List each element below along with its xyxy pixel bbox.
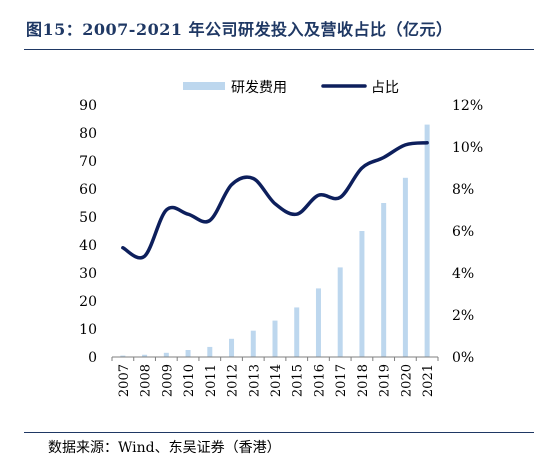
bar-2013 (250, 330, 256, 357)
y-left-tick-label: 90 (79, 98, 97, 114)
x-tick-label: 2013 (247, 364, 262, 397)
bar-2019 (381, 203, 387, 357)
x-tick-label: 2012 (226, 364, 241, 397)
x-tick-label: 2016 (312, 364, 327, 397)
y-left-tick-label: 30 (79, 266, 97, 282)
bar-2021 (424, 124, 430, 357)
y-right-tick-label: 4% (452, 266, 474, 282)
x-tick-label: 2011 (204, 364, 219, 397)
chart-title: 图15：2007-2021 年公司研发投入及营收占比（亿元） (26, 20, 453, 39)
bar-2007 (120, 355, 126, 357)
title-divider (24, 49, 534, 50)
legend-bar-label: 研发费用 (231, 80, 287, 96)
bar-2020 (402, 177, 408, 357)
bar-2011 (207, 346, 213, 357)
x-tick-label: 2010 (182, 364, 197, 397)
y-right-tick-label: 12% (452, 98, 483, 114)
y-left-tick-label: 10 (79, 322, 97, 338)
bar-2009 (163, 352, 169, 357)
y-right-tick-label: 2% (452, 308, 474, 324)
x-tick-label: 2020 (399, 364, 414, 397)
y-left-tick-label: 80 (79, 126, 97, 142)
y-right-tick-label: 6% (452, 224, 474, 240)
y-right-tick-label: 8% (452, 182, 474, 198)
x-tick-label: 2018 (356, 364, 371, 397)
bar-2014 (272, 320, 278, 357)
bar-2016 (315, 288, 321, 357)
x-tick-label: 2008 (139, 364, 154, 397)
y-left-tick-label: 0 (88, 350, 97, 366)
y-left-tick-label: 40 (79, 238, 97, 254)
y-left-tick-label: 50 (79, 210, 97, 226)
bar-2018 (359, 231, 365, 357)
x-tick-label: 2009 (160, 364, 175, 397)
bar-2012 (229, 338, 235, 357)
legend-line-label: 占比 (371, 80, 399, 96)
x-tick-label: 2007 (117, 364, 132, 397)
bar-2017 (337, 267, 343, 357)
x-tick-label: 2019 (378, 364, 393, 397)
bar-2010 (185, 350, 191, 357)
x-tick-label: 2015 (291, 364, 306, 397)
y-left-tick-label: 20 (79, 294, 97, 310)
y-left-tick-label: 70 (79, 154, 97, 170)
bar-2008 (142, 354, 148, 357)
x-tick-label: 2021 (421, 364, 436, 397)
source-divider (24, 432, 534, 433)
y-right-tick-label: 0% (452, 350, 474, 366)
y-right-tick-label: 10% (452, 140, 483, 156)
x-tick-label: 2014 (269, 364, 284, 397)
legend-bar-swatch (183, 82, 225, 90)
bar-2015 (294, 307, 300, 357)
source-note: 数据来源：Wind、东吴证券（香港） (48, 440, 281, 456)
y-left-tick-label: 60 (79, 182, 97, 198)
x-tick-label: 2017 (334, 364, 349, 397)
